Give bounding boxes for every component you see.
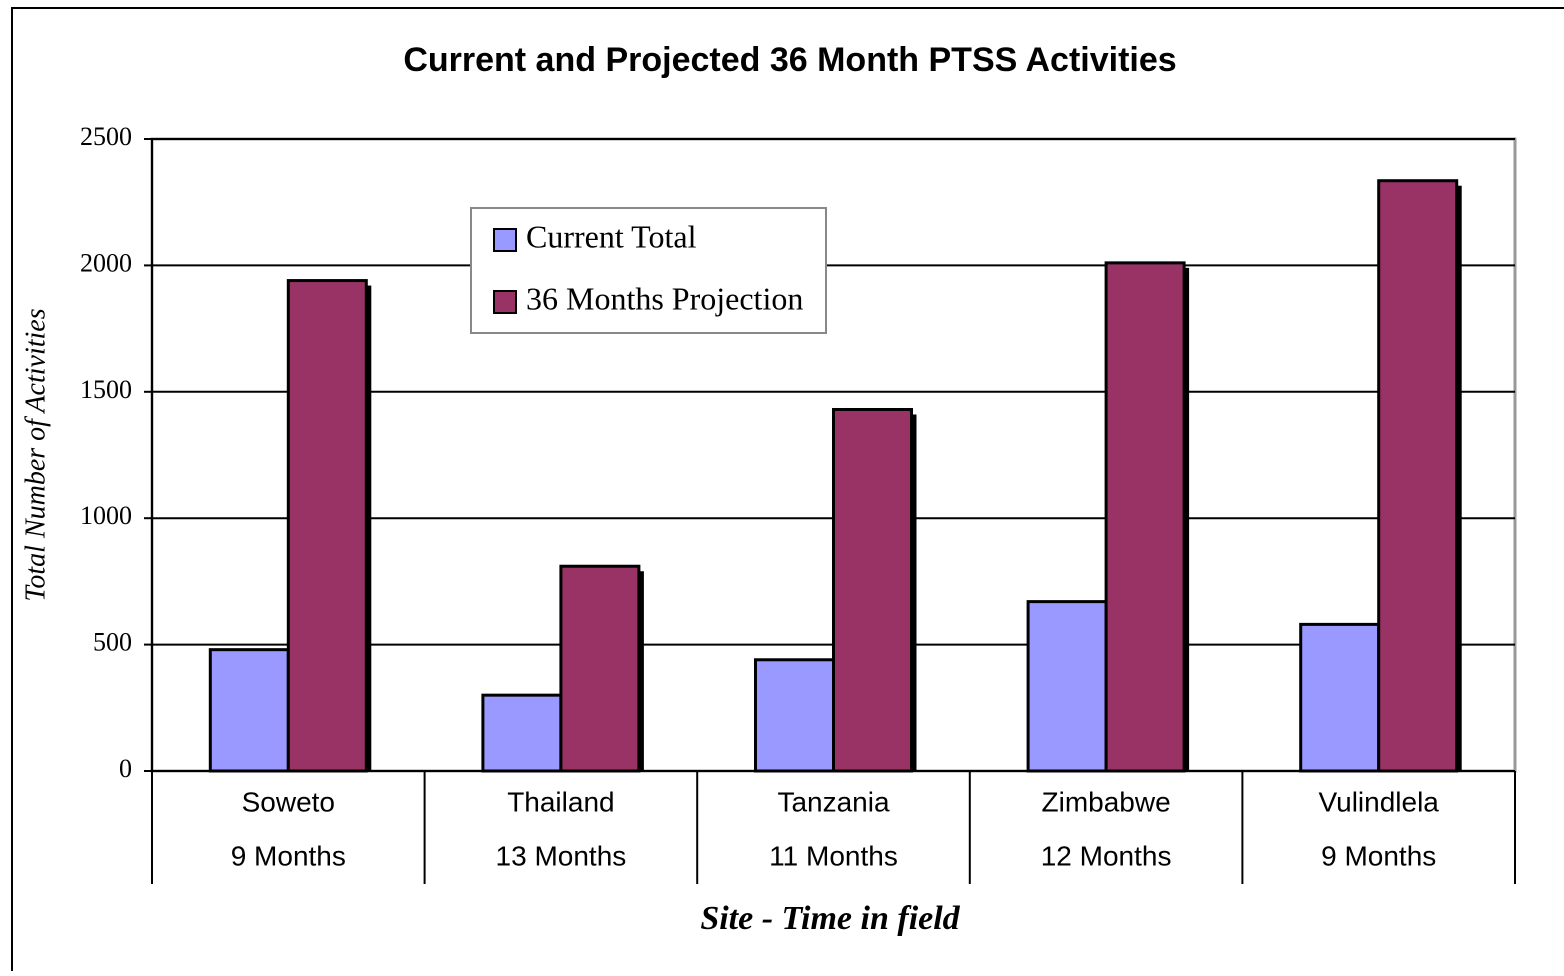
x-tick-label: Soweto <box>242 786 335 817</box>
bar <box>754 658 835 773</box>
chart-title: Current and Projected 36 Month PTSS Acti… <box>403 41 1176 79</box>
bar <box>1026 600 1108 773</box>
bar <box>1299 622 1381 773</box>
legend-label: Current Total <box>526 218 697 254</box>
y-tick-label: 0 <box>119 754 132 783</box>
legend-label: 36 Months Projection <box>526 280 803 316</box>
bar <box>559 564 641 773</box>
bar <box>286 279 368 773</box>
y-tick-label: 1500 <box>80 375 132 404</box>
y-tick-label: 2000 <box>80 248 132 277</box>
y-tick-label: 500 <box>93 628 132 657</box>
x-tick-label: 12 Months <box>1041 840 1172 871</box>
bar <box>832 407 913 773</box>
x-tick-label: Vulindlela <box>1319 786 1440 817</box>
x-tick-label: 11 Months <box>769 840 898 871</box>
y-axis-title: Total Number of Activities <box>20 308 51 601</box>
bar <box>1377 179 1459 773</box>
legend-swatch <box>493 228 517 252</box>
x-tick-label: 9 Months <box>231 840 346 871</box>
x-tick-label: Tanzania <box>777 786 890 817</box>
bar <box>481 693 563 773</box>
bar <box>208 648 290 773</box>
y-tick-label: 2500 <box>80 122 132 151</box>
x-tick-label: Zimbabwe <box>1042 786 1171 817</box>
x-tick-label: 9 Months <box>1321 840 1436 871</box>
x-tick-label: Thailand <box>507 786 614 817</box>
y-tick-label: 1000 <box>80 501 132 530</box>
x-axis-title: Site - Time in field <box>700 900 960 937</box>
bar <box>1104 261 1186 773</box>
legend <box>470 207 827 334</box>
x-tick-label: 13 Months <box>496 840 627 871</box>
legend-swatch <box>493 290 517 314</box>
